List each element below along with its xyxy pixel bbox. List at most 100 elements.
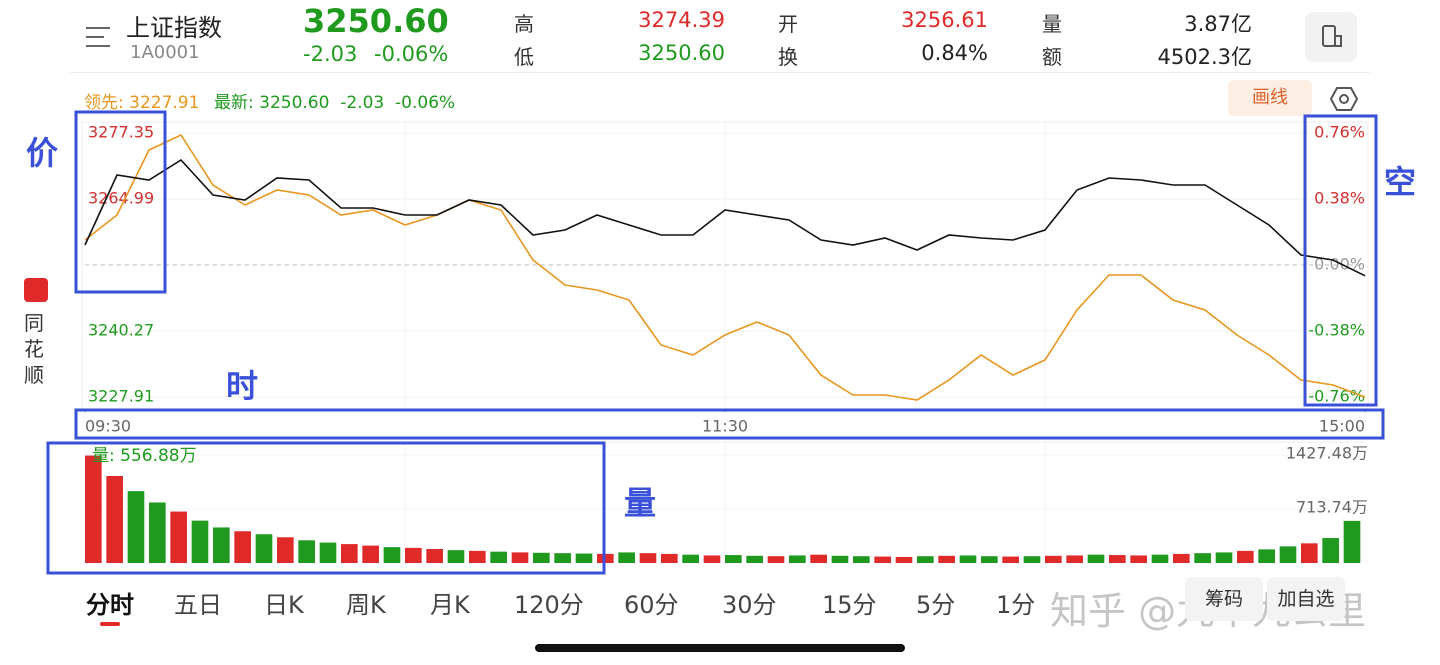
volume-bar (1258, 549, 1275, 563)
index-change-pct: -0.06% (374, 42, 449, 66)
lead-info: 领先: 3227.91 (84, 93, 200, 113)
tab[interactable]: 30分 (722, 591, 777, 619)
volume-bar (106, 475, 123, 563)
y2-tick-label: -0.76% (1308, 387, 1365, 406)
volume-bar (469, 550, 486, 563)
volume-bar (1130, 555, 1147, 563)
volume-bar (255, 534, 273, 563)
stat-value: 3274.39 (638, 8, 725, 32)
volume-bar (1215, 552, 1233, 563)
volume-bar (917, 556, 934, 563)
tab[interactable]: 月K (430, 591, 470, 619)
volume-bar (1151, 554, 1169, 563)
volume-bar (831, 555, 849, 563)
volume-bar (213, 527, 230, 563)
volume-bar (703, 555, 721, 563)
stat-label: 高 (514, 12, 534, 36)
volume-bar (1087, 554, 1105, 563)
y-tick-label: 1427.48万 (1286, 444, 1368, 463)
y-tick-label: 713.74万 (1296, 498, 1368, 517)
volume-bar (1237, 550, 1254, 563)
tab[interactable]: 分时 (86, 591, 134, 619)
price-line (84, 158, 1366, 277)
tab[interactable]: 120分 (514, 591, 584, 619)
annotation-box (74, 408, 1385, 440)
volume-bar (170, 511, 187, 563)
y-tick-label: 3227.91 (88, 387, 154, 406)
layout-button[interactable] (1305, 12, 1357, 62)
tab-button[interactable]: 筹码 (1185, 577, 1263, 621)
volume-bar (661, 553, 678, 563)
volume-bar (1194, 553, 1211, 563)
menu-icon[interactable] (84, 24, 114, 50)
stat-value: 4502.3亿 (1157, 45, 1252, 69)
volume-bar (575, 553, 593, 563)
volume-bar (1301, 543, 1318, 563)
volume-bar (1002, 556, 1019, 563)
volume-bar (1023, 556, 1041, 563)
volume-bar (746, 555, 763, 563)
volume-bar (490, 551, 507, 563)
volume-bar (127, 491, 145, 563)
brand-name: 同花顺 (24, 311, 44, 387)
volume-bar (874, 556, 891, 563)
layout-icon (1322, 25, 1342, 47)
tab[interactable]: 五日 (174, 591, 222, 619)
volume-bar (277, 537, 294, 563)
active-tab-indicator (100, 622, 120, 626)
volume-bar (319, 542, 337, 563)
price-line (84, 133, 1366, 401)
volume-bar (554, 553, 571, 563)
volume-bar (426, 549, 443, 563)
tab-button[interactable]: 加自选 (1267, 577, 1345, 621)
divider (70, 72, 1370, 73)
tab[interactable]: 15分 (822, 591, 877, 619)
volume-bar (1343, 520, 1361, 563)
volume-bar (1066, 555, 1083, 563)
settings-icon[interactable] (1330, 86, 1358, 112)
stat-label: 换 (778, 45, 798, 69)
volume-bar (682, 554, 699, 563)
draw-line-button[interactable]: 画线 (1228, 80, 1312, 116)
volume-title: 量: 556.88万 (92, 446, 197, 466)
tab[interactable]: 5分 (916, 591, 956, 619)
volume-bar (789, 555, 806, 563)
tab[interactable]: 60分 (624, 591, 679, 619)
y-tick-label: 3277.35 (88, 123, 154, 142)
volume-bar (959, 555, 977, 563)
volume-bar (981, 556, 998, 563)
volume-bar (639, 553, 657, 563)
volume-bar (1109, 555, 1126, 563)
volume-bar (383, 547, 401, 563)
volume-bar (298, 540, 315, 563)
draw-line-label: 画线 (1252, 87, 1288, 108)
annotation-box (46, 441, 606, 575)
volume-bar (191, 520, 209, 563)
y2-tick-label: -0.38% (1308, 321, 1365, 340)
volume-bar (767, 556, 785, 563)
annotation-box (74, 110, 167, 294)
x-tick-label: 09:30 (85, 417, 131, 436)
stat-value: 0.84% (921, 41, 988, 65)
index-name: 上证指数 (126, 14, 222, 42)
tab[interactable]: 1分 (996, 591, 1036, 619)
tab[interactable]: 周K (346, 591, 386, 619)
brand-logo (24, 278, 48, 302)
volume-bar (938, 555, 955, 563)
stat-label: 低 (514, 45, 534, 69)
volume-bar (853, 556, 870, 563)
stat-label: 开 (778, 12, 798, 36)
volume-bar (362, 545, 379, 563)
stat-value: 3.87亿 (1184, 12, 1252, 36)
stat-value: 3250.60 (638, 41, 725, 65)
volume-bar (447, 550, 465, 563)
volume-bar (1173, 553, 1190, 563)
volume-bar (341, 544, 358, 563)
y2-tick-label: 0.38% (1314, 189, 1365, 208)
y-tick-label: 3264.99 (88, 189, 154, 208)
volume-bar (405, 547, 422, 563)
index-change: -2.03 (303, 42, 358, 66)
stat-label: 额 (1042, 45, 1062, 69)
tab[interactable]: 日K (264, 591, 304, 619)
